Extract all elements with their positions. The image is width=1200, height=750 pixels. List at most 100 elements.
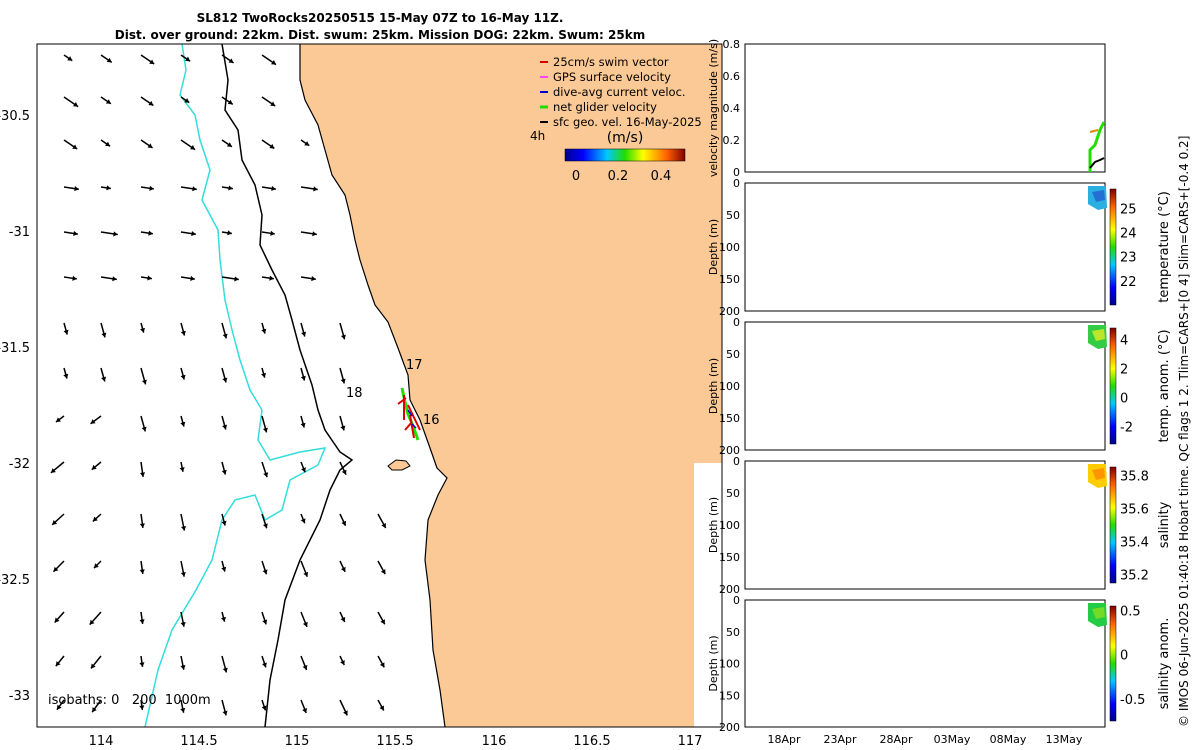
panel-y-label: Depth (m) xyxy=(707,635,720,691)
velocity-vector-head xyxy=(222,667,228,673)
velocity-vector-head xyxy=(304,141,310,146)
velocity-vector-head xyxy=(179,467,185,472)
map-y-tick: -30.5 xyxy=(0,109,30,124)
panel-4: 0 50 100 150 200 Depth (m) 35.8 35.6 35.4 35.2 sal… xyxy=(707,455,1172,596)
velocity-vector-head xyxy=(262,523,268,529)
figure-title-line2: Dist. over ground: 22km. Dist. swum: 25k… xyxy=(115,28,645,42)
velocity-vector-head xyxy=(226,142,232,147)
velocity-vector-head xyxy=(139,619,145,624)
legend-label-gps: GPS surface velocity xyxy=(553,70,671,84)
velocity-vector-head xyxy=(220,616,226,622)
velocity-vector-head xyxy=(139,523,145,528)
land-mass xyxy=(300,44,722,727)
velocity-vector-head xyxy=(227,99,233,105)
velocity-vector-head xyxy=(300,518,306,524)
velocity-vector-head xyxy=(180,374,186,380)
velocity-vector-head xyxy=(340,616,346,622)
panel-y-tick: 0.4 xyxy=(723,102,741,115)
legend-label-dive: dive-avg current veloc. xyxy=(553,85,686,99)
velocity-vector-head xyxy=(302,621,308,627)
colorbar-tick: 0 xyxy=(1120,392,1128,407)
velocity-vector-head xyxy=(221,469,227,475)
profile-data-detail xyxy=(1092,190,1105,202)
velocity-vector-head xyxy=(222,377,228,383)
velocity-vector-head xyxy=(67,56,73,61)
colorbar-tick: 0.2 xyxy=(608,169,629,184)
panel-colorbar-label: temp. anom. (°C) xyxy=(1157,329,1172,442)
panel-colorbar-label: salinity anom. xyxy=(1157,618,1172,710)
velocity-vector-head xyxy=(301,467,306,473)
panel-colorbar-label: salinity xyxy=(1157,501,1172,548)
panel-y-tick: 150 xyxy=(719,689,740,702)
map-x-tick: 117 xyxy=(678,734,703,749)
sfc-velocity-line xyxy=(1089,157,1105,169)
velocity-vector-head xyxy=(269,275,274,281)
panel-y-tick: 150 xyxy=(719,412,740,425)
velocity-vector-head xyxy=(54,617,60,623)
velocity-vector-head xyxy=(74,186,79,192)
panel-y-tick: 0 xyxy=(733,594,740,607)
velocity-vector-head xyxy=(380,569,386,575)
colorbar-tick: 0 xyxy=(1120,649,1128,664)
velocity-vector-head xyxy=(148,230,153,236)
map-y-axis: -30.5 -31 -31.5 -32 -32.5 -33 xyxy=(0,109,30,704)
colorbar-tick: 22 xyxy=(1120,275,1137,290)
colorbar-tick: 35.8 xyxy=(1120,469,1149,484)
coastline xyxy=(299,44,448,728)
velocity-vector-head xyxy=(190,275,195,282)
colorbar-tick: 2 xyxy=(1120,363,1128,378)
velocity-vector-head xyxy=(185,56,191,62)
velocity-vector-head xyxy=(63,329,69,335)
map-x-tick: 116.5 xyxy=(573,734,610,749)
panel-y-tick: 200 xyxy=(719,305,740,318)
colorbar-tick: 25 xyxy=(1120,202,1137,217)
panel-y-tick: 0 xyxy=(733,177,740,190)
isobaths-label: isobaths: 0 200 1000m xyxy=(48,693,211,708)
velocity-vector-head xyxy=(140,327,146,333)
map-y-tick: -33 xyxy=(9,689,30,704)
velocity-vector-head xyxy=(340,425,346,431)
velocity-vector-head xyxy=(105,141,111,147)
velocity-vector-head xyxy=(261,328,267,334)
velocity-vector-head xyxy=(312,231,317,237)
swim-vectors xyxy=(397,395,421,439)
gps-velocity-line xyxy=(1089,129,1099,133)
velocity-vector-head xyxy=(269,143,275,149)
colorbar-tick: 35.2 xyxy=(1120,569,1149,584)
map-x-tick: 114 xyxy=(89,734,114,749)
velocity-vector-head xyxy=(147,143,153,148)
velocity-vector-head xyxy=(93,563,99,569)
panel-y-tick: 100 xyxy=(719,658,740,671)
velocity-vector-head xyxy=(53,566,59,572)
legend-label-sfc: sfc geo. vel. 16-May-2025 xyxy=(553,115,702,129)
panel-frame xyxy=(744,460,1106,590)
velocity-vector-head xyxy=(180,571,186,577)
time-tick: 08May xyxy=(990,733,1027,746)
panel-y-label: Depth (m) xyxy=(707,497,720,553)
velocity-vector-head xyxy=(270,230,275,236)
panel-y-tick: 0.2 xyxy=(723,134,741,147)
velocity-vector-head xyxy=(303,571,309,577)
panel-colorbar xyxy=(1109,188,1117,306)
velocity-vector-head xyxy=(139,569,145,574)
panel-frame xyxy=(744,599,1106,728)
panel-y-tick: 200 xyxy=(719,583,740,596)
panel-frame xyxy=(744,182,1106,312)
velocity-vector-head xyxy=(343,710,348,716)
panel-colorbar xyxy=(1109,466,1117,584)
panel-y-tick: 0 xyxy=(733,166,740,179)
velocity-vector-head xyxy=(101,376,107,382)
colorbar-tick: 35.4 xyxy=(1120,536,1149,551)
velocity-vector-head xyxy=(340,378,346,384)
velocity-vector-head xyxy=(92,516,98,522)
velocity-vector-head xyxy=(221,566,227,572)
colorbar-tick: 0.5 xyxy=(1120,604,1141,619)
velocity-vector-head xyxy=(380,619,385,625)
velocity-vector-head xyxy=(311,276,316,282)
profile-data-detail xyxy=(1092,329,1105,341)
time-label-18: 18 xyxy=(346,386,363,401)
colorbar-tick: 4 xyxy=(1120,334,1128,349)
velocity-vector-head xyxy=(180,621,186,627)
